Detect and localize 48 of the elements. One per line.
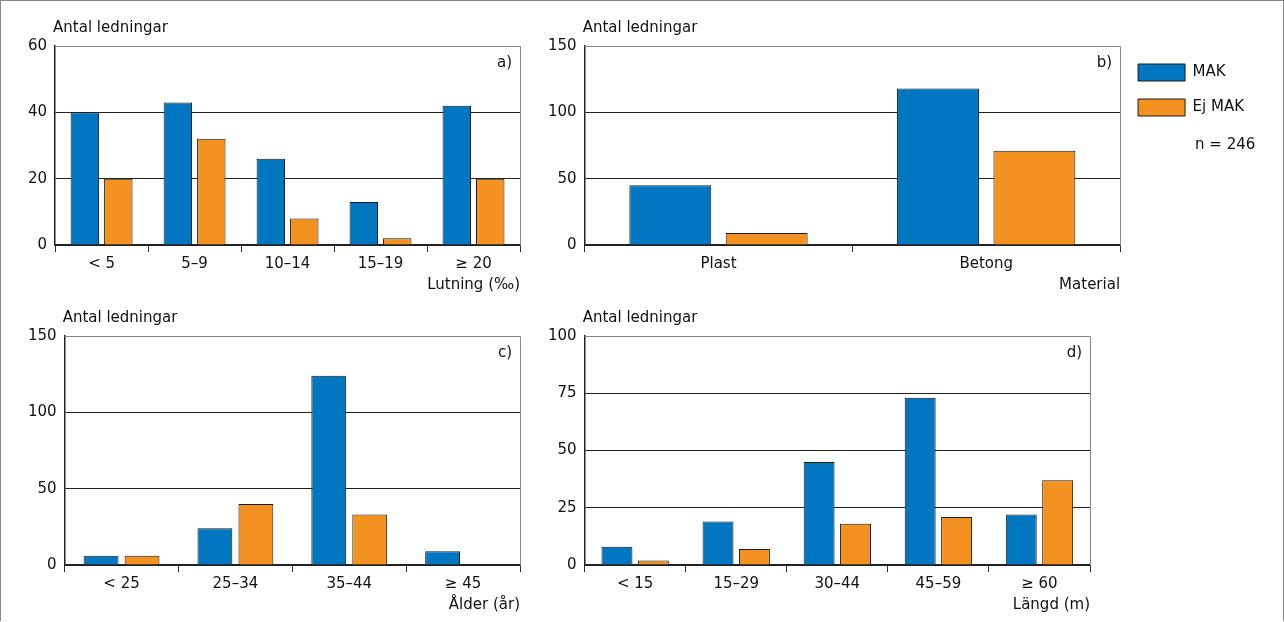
y-tick-label: 50 <box>37 478 57 497</box>
annotation: d) <box>1066 343 1082 362</box>
y-tick-label: 25 <box>557 497 577 516</box>
y-tick-label: 100 <box>547 325 577 344</box>
y-tick-label: 0 <box>47 554 57 573</box>
x-tick-label: 15–19 <box>357 253 404 272</box>
x-tick-label: < 25 <box>103 573 140 592</box>
y-tick-label: 150 <box>547 35 577 54</box>
y-tick-label: 0 <box>567 554 577 573</box>
x-axis-title: Material <box>1059 274 1121 293</box>
x-tick-label: Plast <box>700 253 737 272</box>
x-tick-label: < 5 <box>88 253 116 272</box>
x-tick-label: 30–44 <box>814 573 861 592</box>
legend-label: MAK <box>1192 62 1227 81</box>
y-tick-label: 150 <box>27 325 57 344</box>
y-axis-title: Antal ledningar <box>53 18 169 37</box>
x-tick-label: 5–9 <box>181 253 208 272</box>
x-tick-label: 15–29 <box>713 573 760 592</box>
y-tick-label: 75 <box>557 383 577 402</box>
x-axis-title: Lutning (‰) <box>427 274 520 293</box>
y-axis-title: Antal ledningar <box>582 308 699 327</box>
y-axis-title: Antal ledningar <box>62 308 179 327</box>
x-tick-label: 35–44 <box>326 573 373 592</box>
y-tick-label: 0 <box>37 234 48 253</box>
x-tick-label: ≥ 20 <box>455 253 492 272</box>
text: n = 246 <box>1195 135 1256 154</box>
x-tick-label: 25–34 <box>212 573 259 592</box>
legend-label: Ej MAK <box>1192 97 1246 116</box>
x-tick-label: 45–59 <box>915 573 962 592</box>
x-tick-label: ≥ 60 <box>1021 573 1058 592</box>
x-axis-title: Ålder (år) <box>448 593 520 613</box>
y-tick-label: 100 <box>547 102 577 121</box>
y-tick-label: 0 <box>567 234 577 253</box>
x-tick-label: < 15 <box>616 573 654 592</box>
y-tick-label: 100 <box>27 402 57 421</box>
annotation: c) <box>497 343 512 362</box>
y-axis-title: Antal ledningar <box>582 18 699 37</box>
annotation: b) <box>1096 53 1113 72</box>
y-tick-label: 50 <box>557 440 577 459</box>
x-tick-label: ≥ 45 <box>444 573 482 592</box>
y-tick-label: 60 <box>27 35 48 54</box>
y-tick-label: 20 <box>27 168 48 187</box>
x-tick-label: Betong <box>959 253 1013 272</box>
x-axis-title: Längd (m) <box>1012 594 1090 613</box>
annotation: a) <box>496 53 512 72</box>
y-tick-label: 50 <box>557 168 577 187</box>
y-tick-label: 40 <box>27 102 48 121</box>
x-tick-label: 10–14 <box>264 253 311 272</box>
